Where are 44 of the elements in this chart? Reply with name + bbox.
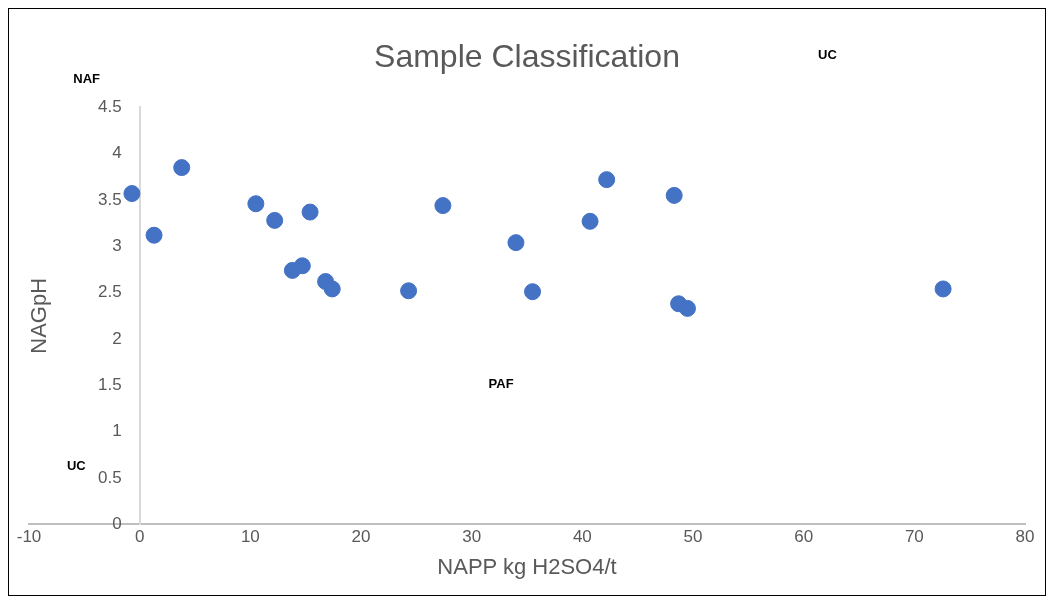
point: [678, 299, 696, 317]
point: [173, 159, 191, 177]
point: [598, 171, 616, 189]
text: UC: [818, 47, 838, 63]
y-tick-label: 1.5: [98, 374, 122, 394]
y-tick-label: 4.5: [98, 97, 122, 117]
x-tick-label: 30: [462, 527, 482, 547]
y-tick-label: 0.5: [98, 467, 122, 487]
y-tick-label: 1: [112, 421, 122, 441]
x-tick-label: 0: [134, 527, 145, 547]
point: [524, 283, 542, 301]
point: [665, 186, 683, 204]
y-tick-label: 3.5: [98, 189, 122, 209]
x-axis-title: NAPP kg H2SO4/t: [437, 553, 617, 579]
point: [123, 185, 141, 203]
y-axis-title: NAGpH: [25, 277, 51, 354]
y-tick-label: 2.5: [98, 282, 122, 302]
chart-title: Sample Classification: [374, 38, 680, 75]
point: [434, 197, 452, 215]
point: [266, 211, 284, 229]
point: [247, 195, 265, 213]
y-tick-label: 2: [112, 328, 122, 348]
point: [934, 280, 952, 298]
y-tick-label: 0: [112, 513, 122, 533]
x-tick-label: 80: [1015, 527, 1035, 547]
x-tick-label: 70: [904, 527, 924, 547]
point: [323, 280, 341, 298]
point: [581, 212, 599, 230]
point: [145, 226, 163, 244]
x-tick-label: 50: [683, 527, 703, 547]
point: [301, 203, 319, 221]
x-tick-label: 10: [240, 527, 260, 547]
text: NAF: [73, 70, 101, 86]
point: [507, 234, 525, 252]
x-tick-label: 40: [572, 527, 592, 547]
x-tick-label: -10: [16, 527, 42, 547]
annotation: UC: [66, 457, 87, 473]
x-tick-label: 20: [351, 527, 371, 547]
y-tick-label: 4: [112, 143, 122, 163]
y-tick-label: 3: [112, 236, 122, 256]
annotation: PAF: [488, 375, 514, 391]
x-tick-label: 60: [794, 527, 814, 547]
point: [400, 282, 418, 300]
point: [293, 257, 311, 275]
